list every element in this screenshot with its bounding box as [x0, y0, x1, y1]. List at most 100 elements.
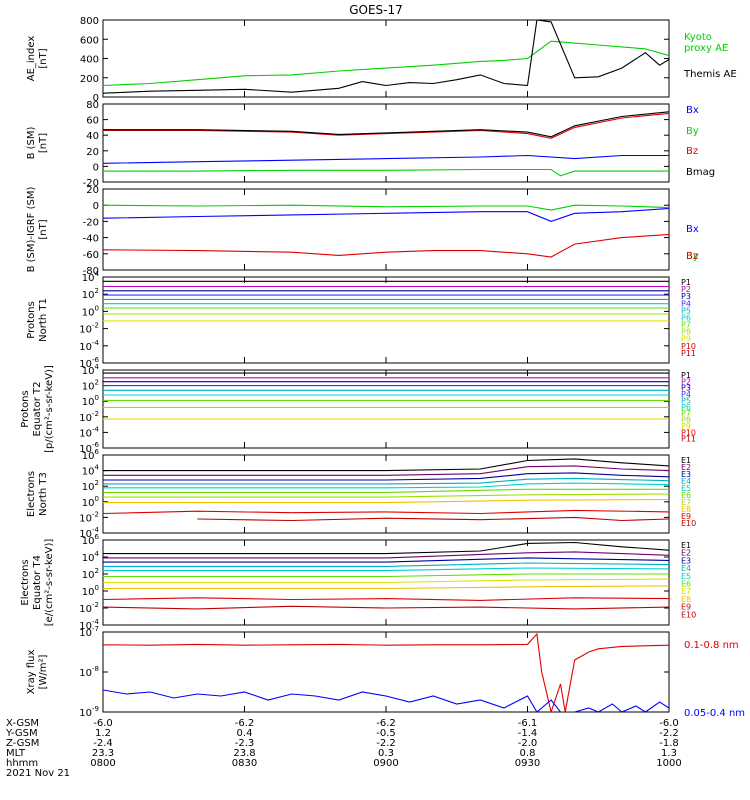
- y-tick-label: 200: [80, 74, 99, 85]
- legend-entry: E9: [681, 512, 691, 521]
- y-tick-label: 104: [82, 550, 100, 564]
- legend-entry: P9: [681, 422, 691, 431]
- legend-entry: E1: [681, 456, 691, 465]
- legend-entry: P6: [681, 313, 691, 322]
- series-line-e4: [103, 477, 669, 485]
- legend-entry: P4: [681, 390, 691, 399]
- ephemeris-row-label: hhmm: [6, 758, 38, 769]
- legend-entry: P5: [681, 306, 691, 315]
- legend-entry: E6: [681, 491, 691, 500]
- ephemeris-value: 1000: [656, 758, 681, 769]
- ephemeris-value: 23.3: [92, 748, 114, 759]
- legend-entry: Bz: [686, 146, 698, 157]
- series-line-e4: [103, 562, 669, 567]
- y-axis-label: B (SM)[nT]: [26, 126, 49, 159]
- y-tick-label: 100: [82, 584, 99, 598]
- series-line-e9: [103, 597, 669, 601]
- series-line-0-1-0-8-nm: [103, 632, 669, 712]
- series-line-e3: [103, 472, 669, 481]
- legend-entry: 0.1-0.8 nm: [684, 640, 739, 651]
- y-axis-label: ElectronsNorth T3: [26, 471, 49, 517]
- legend-entry: Bx: [686, 224, 699, 235]
- legend-entry: E4: [681, 564, 691, 573]
- series-line-e2: [103, 465, 669, 476]
- ephemeris-value: -2.0: [518, 738, 538, 749]
- ephemeris-row-label: X-GSM: [6, 718, 39, 729]
- legend-entry: Themis AE: [683, 69, 737, 80]
- y-tick-label: 104: [82, 464, 100, 478]
- legend-entry: Kyoto proxy AE: [684, 32, 728, 54]
- legend-entry: E2: [681, 549, 691, 558]
- ephemeris-value: 0900: [373, 758, 398, 769]
- y-tick-label: -60: [83, 250, 99, 261]
- y-tick-label: 60: [86, 116, 99, 127]
- panel-elec-equator: 10-4 10-2 100 102 104 106 ElectronsEquator T4[…: [20, 533, 696, 632]
- ephemeris-value: -1.8: [659, 738, 679, 749]
- y-tick-label: 0: [93, 162, 99, 173]
- ephemeris-value: 0830: [232, 758, 257, 769]
- y-tick-label: 800: [80, 16, 99, 27]
- y-tick-label: 10-4: [79, 526, 99, 540]
- ephemeris-value: 1.3: [661, 748, 677, 759]
- panel-bsm: -20 0 20 40 60 80 B (SM)[nT] Bx By Bz Bmag: [26, 100, 715, 189]
- y-tick-label: 600: [80, 35, 99, 46]
- ephemeris-value: -6.0: [659, 718, 679, 729]
- legend-entry: E1: [681, 541, 691, 550]
- legend-entry: P2: [681, 377, 691, 386]
- series-line-e6: [103, 573, 669, 578]
- y-tick-label: 400: [80, 55, 99, 66]
- y-tick-label: 20: [86, 147, 99, 158]
- legend-entry: P7: [681, 321, 691, 330]
- ephemeris-value: -6.0: [93, 718, 113, 729]
- panel-frame: [102, 188, 670, 271]
- y-tick-label: 102: [82, 287, 99, 301]
- legend-entry: E4: [681, 477, 691, 486]
- y-tick-label: 102: [82, 567, 99, 581]
- y-tick-label: 100: [82, 394, 99, 408]
- series-line-themis-ae: [103, 20, 669, 94]
- panel-prot-north: 10-6 10-4 10-2 100 102 104 ProtonsNorth T1 P1P2…: [26, 270, 696, 370]
- legend-entry: Bx: [686, 105, 699, 116]
- legend-entry: Bmag: [686, 167, 715, 178]
- legend-entry: P6: [681, 403, 691, 412]
- series-line-e8: [103, 585, 669, 590]
- legend-entry: P8: [681, 416, 691, 425]
- series-line-e7: [103, 493, 669, 498]
- series-line-e6: [103, 488, 669, 493]
- y-axis-label: ProtonsNorth T1: [26, 298, 49, 342]
- series-line-e8: [103, 498, 669, 504]
- legend-entry: E3: [681, 556, 691, 565]
- y-tick-label: 10-2: [79, 410, 99, 424]
- series-line-bz: [103, 233, 669, 258]
- legend-entry: P9: [681, 335, 691, 344]
- ephemeris-value: 0800: [90, 758, 115, 769]
- ephemeris-value: -1.4: [518, 728, 538, 739]
- y-tick-label: 10-4: [79, 618, 99, 632]
- legend-entry: E7: [681, 587, 691, 596]
- series-group: [103, 372, 669, 420]
- y-axis-label: Xray flux[W/m²]: [26, 650, 49, 695]
- series-line-e3: [103, 557, 669, 563]
- y-tick-label: 10-2: [79, 601, 99, 615]
- y-tick-label: -20: [83, 217, 99, 228]
- y-tick-label: -40: [83, 234, 99, 245]
- ephemeris-row-label: Z-GSM: [6, 738, 39, 749]
- y-tick-label: 100: [82, 495, 99, 509]
- y-tick-label: 10-6: [79, 441, 99, 455]
- legend-entry: 0.05-0.4 nm: [684, 708, 745, 719]
- legend-entry: E7: [681, 498, 691, 507]
- legend-entry: P8: [681, 328, 691, 337]
- y-tick-label: 100: [82, 304, 99, 318]
- ephemeris-row-label: MLT: [6, 748, 26, 759]
- series-line-e9: [103, 509, 669, 515]
- series-line-by: [103, 168, 669, 177]
- series-line-e2: [103, 551, 669, 559]
- series-line-bx: [103, 154, 669, 164]
- series-line-e10: [103, 605, 669, 610]
- legend-entry: P5: [681, 396, 691, 405]
- legend-entry: E9: [681, 603, 691, 612]
- legend-entry: E8: [681, 595, 691, 604]
- series-line-bx: [103, 207, 669, 222]
- series-line-e5: [103, 567, 669, 572]
